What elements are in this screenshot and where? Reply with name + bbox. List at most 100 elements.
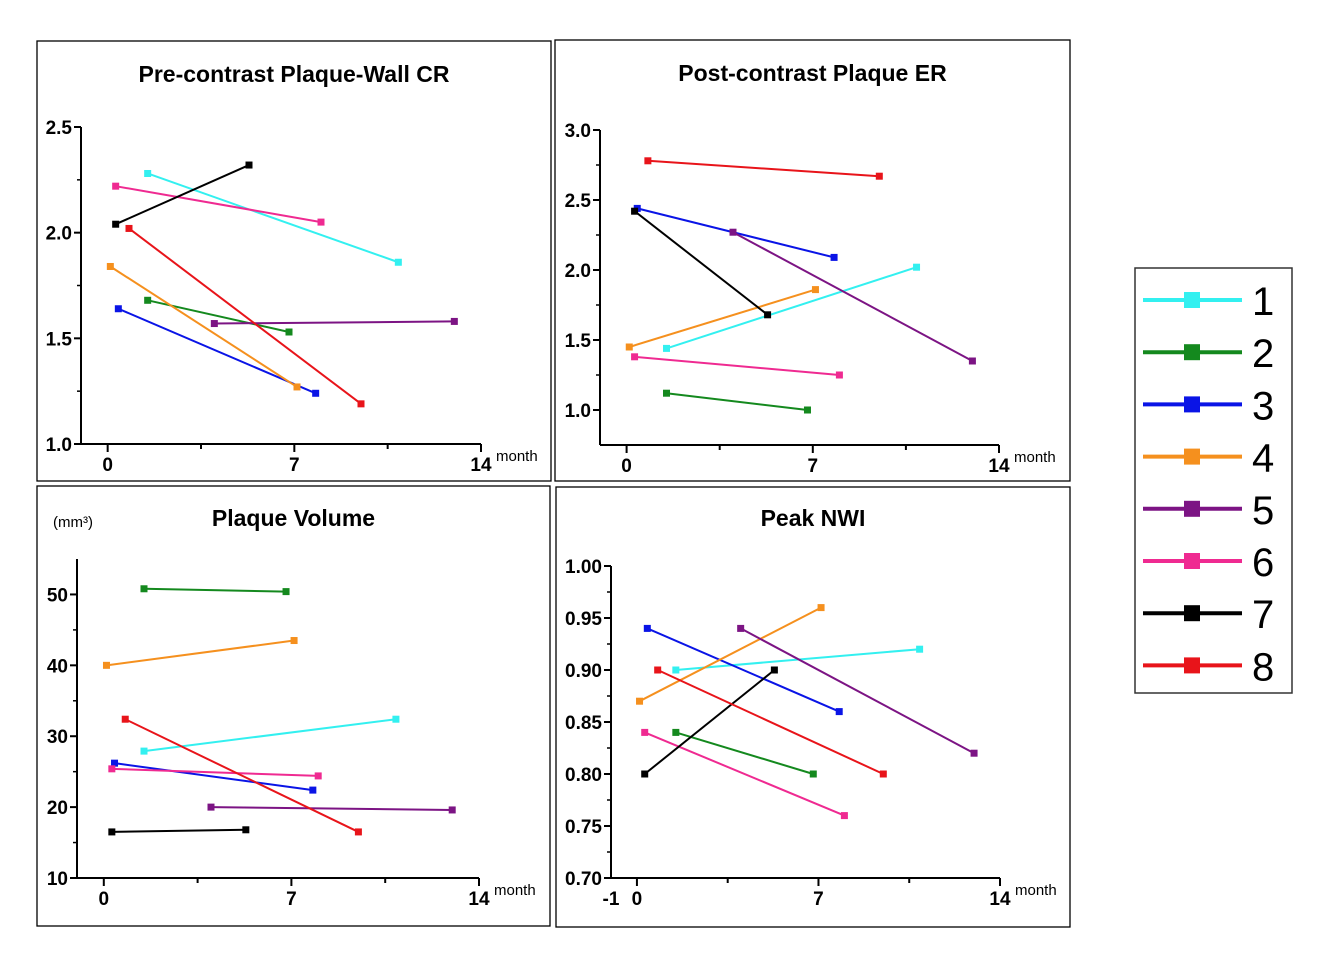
data-point bbox=[242, 826, 250, 834]
panel-frame bbox=[36, 40, 552, 482]
legend-marker bbox=[1184, 605, 1200, 622]
data-point bbox=[125, 224, 133, 232]
y-axis-label: (mm³) bbox=[53, 514, 93, 531]
data-point bbox=[309, 786, 317, 794]
panel-frame bbox=[554, 39, 1071, 482]
data-point bbox=[207, 803, 215, 811]
x-axis-label: month bbox=[1015, 882, 1057, 899]
series-line bbox=[634, 355, 840, 376]
data-point bbox=[875, 172, 883, 180]
series-line bbox=[657, 669, 884, 775]
series-line bbox=[675, 731, 814, 775]
data-point bbox=[636, 697, 644, 705]
series-line bbox=[628, 288, 816, 348]
y-tick-label: 20 bbox=[47, 798, 68, 819]
data-point bbox=[111, 759, 119, 767]
data-point bbox=[835, 371, 843, 379]
series-2 bbox=[140, 585, 290, 596]
panel-3: Plaque Volume (mm³) 10 20 30 40 50 0 7 14 month bbox=[36, 485, 551, 927]
y-tick-label: 1.5 bbox=[565, 331, 592, 352]
series-8 bbox=[654, 666, 887, 778]
legend-entry-7: 7 bbox=[1143, 593, 1274, 637]
series-line bbox=[214, 320, 455, 325]
y-tick-label: 10 bbox=[47, 869, 68, 890]
series-2 bbox=[663, 389, 811, 414]
y-tick-label: 0.75 bbox=[565, 817, 602, 838]
data-point bbox=[282, 588, 290, 596]
data-point bbox=[770, 666, 778, 674]
series-4 bbox=[102, 637, 298, 669]
series-7 bbox=[641, 666, 778, 778]
data-point bbox=[737, 624, 745, 632]
series-line bbox=[644, 669, 776, 775]
series-line bbox=[666, 392, 808, 411]
series-line bbox=[633, 210, 769, 316]
legend-marker bbox=[1184, 657, 1200, 674]
y-tick-label: 0.70 bbox=[565, 869, 602, 890]
data-point bbox=[663, 344, 670, 352]
legend-label: 8 bbox=[1252, 645, 1274, 689]
x-tick-label: 14 bbox=[468, 889, 490, 910]
data-point bbox=[108, 765, 116, 773]
series-8 bbox=[125, 224, 365, 408]
x-tick-label: -1 bbox=[603, 889, 620, 910]
data-point bbox=[357, 400, 365, 408]
series-4 bbox=[636, 604, 825, 705]
data-point bbox=[913, 263, 921, 271]
series-1 bbox=[140, 715, 400, 755]
series-line bbox=[143, 587, 287, 593]
series-line bbox=[646, 627, 840, 713]
data-point bbox=[290, 637, 298, 645]
data-point bbox=[144, 296, 152, 304]
legend-marker bbox=[1184, 292, 1200, 308]
data-point bbox=[631, 207, 639, 215]
y-tick-label: 1.0 bbox=[565, 401, 591, 422]
legend-label: 2 bbox=[1252, 332, 1274, 376]
x-tick-label: 0 bbox=[102, 455, 113, 476]
data-point bbox=[809, 770, 817, 778]
data-point bbox=[312, 389, 320, 397]
series-1 bbox=[144, 169, 402, 266]
series-8 bbox=[644, 157, 883, 180]
series-line bbox=[106, 639, 295, 667]
data-point bbox=[121, 715, 129, 723]
data-point bbox=[641, 728, 649, 736]
legend-label: 3 bbox=[1252, 384, 1274, 428]
data-point bbox=[817, 604, 825, 612]
data-point bbox=[102, 661, 110, 669]
y-tick-label: 50 bbox=[47, 585, 68, 606]
panel-2: Post-contrast Plaque ER 1.0 1.5 2.0 2.5 3.0 0 7… bbox=[554, 39, 1071, 482]
y-tick-label: 0.80 bbox=[565, 765, 602, 786]
data-point bbox=[968, 357, 976, 365]
data-point bbox=[112, 182, 120, 190]
series-line bbox=[115, 185, 322, 224]
legend-marker bbox=[1184, 448, 1200, 465]
series-5 bbox=[737, 624, 978, 757]
data-point bbox=[641, 770, 649, 778]
data-point bbox=[144, 169, 152, 177]
legend-label: 7 bbox=[1252, 593, 1274, 637]
x-axis-label: month bbox=[1014, 449, 1056, 466]
chart-title: Peak NWI bbox=[761, 505, 866, 531]
panel-frame bbox=[36, 485, 551, 927]
panel-1: Pre-contrast Plaque-Wall CR 1.0 1.5 2.0 2.5 0… bbox=[36, 40, 552, 482]
legend-entry-5: 5 bbox=[1143, 489, 1274, 533]
x-tick-label: 14 bbox=[989, 889, 1011, 910]
data-point bbox=[354, 828, 362, 836]
series-7 bbox=[631, 207, 772, 319]
series-line bbox=[147, 172, 399, 264]
x-tick-label: 0 bbox=[632, 889, 643, 910]
x-tick-label: 7 bbox=[813, 889, 824, 910]
data-point bbox=[663, 389, 670, 397]
data-point bbox=[317, 218, 325, 226]
legend-frame bbox=[1134, 267, 1293, 694]
series-line bbox=[143, 718, 397, 753]
data-point bbox=[654, 666, 662, 674]
data-point bbox=[293, 383, 301, 391]
data-point bbox=[314, 772, 322, 780]
series-7 bbox=[112, 161, 253, 228]
data-point bbox=[643, 624, 651, 632]
x-tick-label: 0 bbox=[99, 889, 110, 910]
data-point bbox=[210, 320, 218, 328]
